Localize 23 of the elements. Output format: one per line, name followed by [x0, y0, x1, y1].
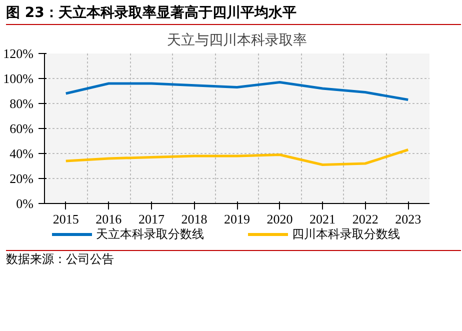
- x-tick-label: 2020: [266, 212, 293, 226]
- x-tick-label: 2022: [352, 212, 378, 226]
- source-note: 数据来源：公司公告: [6, 251, 114, 268]
- x-tick-label: 2016: [96, 212, 122, 226]
- y-tick-label: 0%: [16, 196, 34, 211]
- line-series: [64, 148, 410, 166]
- line-series: [64, 81, 410, 101]
- chart-title: 图 23：天立本科录取率显著高于四川平均水平: [6, 4, 296, 23]
- x-tick-label: 2021: [310, 212, 336, 226]
- legend-label: 四川本科录取分数线: [291, 226, 400, 243]
- x-tick-label: 2018: [181, 212, 208, 226]
- y-tick-label: 80%: [10, 96, 34, 111]
- x-tick-label: 2019: [224, 212, 250, 226]
- x-tick-label: 2017: [138, 212, 165, 226]
- y-tick-label: 60%: [10, 121, 34, 136]
- y-tick-label: 100%: [3, 71, 34, 86]
- y-tick-label: 120%: [3, 46, 34, 61]
- chart-subtitle: 天立与四川本科录取率: [167, 32, 307, 48]
- legend-label: 天立本科录取分数线: [95, 226, 204, 243]
- x-tick-label: 2023: [395, 212, 422, 226]
- y-tick-label: 20%: [10, 171, 34, 186]
- y-tick-label: 40%: [10, 146, 34, 161]
- x-tick-label: 2015: [52, 212, 79, 226]
